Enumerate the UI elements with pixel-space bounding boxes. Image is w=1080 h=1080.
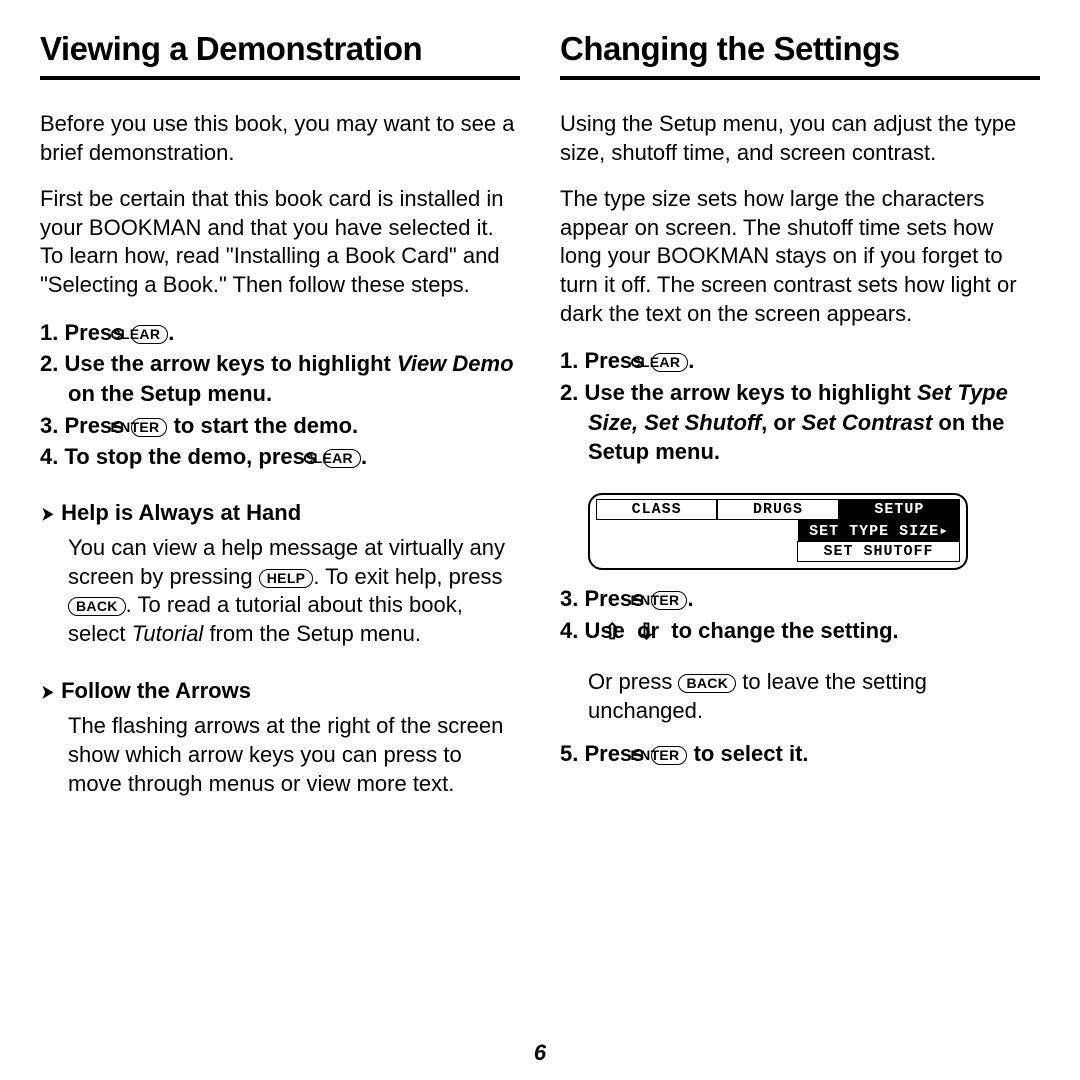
tip-em: Tutorial [132,621,204,646]
right-steps-cont: 3. Press ENTER. 4. Use ⇧ or ⇩ to change … [560,584,1040,648]
enter-key: ENTER [651,746,688,765]
right-step-4: 4. Use ⇧ or ⇩ to change the setting. [560,616,1040,647]
left-step-1: 1. Press CLEAR. [40,318,520,348]
right-step-3: 3. Press ENTER. [560,584,1040,614]
step-text: 2. Use the arrow keys to highlight [40,351,397,376]
lcd-cell: DRUGS [717,499,838,520]
left-step-2: 2. Use the arrow keys to highlight View … [40,349,520,408]
step-text: . [361,444,367,469]
lcd-row: CLASS DRUGS SETUP [596,499,960,520]
lcd-cell-empty [697,541,798,562]
left-intro-2: First be certain that this book card is … [40,185,520,299]
lcd-row: SET TYPE SIZE▸ [596,520,960,541]
right-step-2: 2. Use the arrow keys to highlight Set T… [560,378,1040,467]
left-column: Viewing a Demonstration Before you use t… [40,30,520,1020]
step-em: View Demo [397,351,514,376]
clear-key: CLEAR [131,325,169,344]
step-text: to select it. [687,741,808,766]
right-step-4-sub: Or press BACK to leave the setting uncha… [560,668,1040,725]
lcd-cell-empty [596,541,697,562]
page-number: 6 [0,1040,1080,1066]
lcd-cell-empty [697,520,798,541]
step-em: Set Contrast [802,410,933,435]
lcd-cell-selected: SET TYPE SIZE▸ [798,520,960,541]
tip1-title: Help is Always at Hand [40,500,520,526]
clear-key: CLEAR [323,449,361,468]
step-text: 4. To stop the demo, press [40,444,323,469]
lcd-cell-empty [596,520,697,541]
right-intro-2: The type size sets how large the charact… [560,185,1040,328]
step-text: . [168,320,174,345]
lcd-screen: CLASS DRUGS SETUP SET TYPE SIZE▸ SET SHU… [588,493,968,570]
enter-key: ENTER [651,591,688,610]
step-text: , or [761,410,801,435]
clear-key: CLEAR [651,353,689,372]
step-text: to start the demo. [167,413,358,438]
lcd-cell: CLASS [596,499,717,520]
right-intro-1: Using the Setup menu, you can adjust the… [560,110,1040,167]
right-steps: 1. Press CLEAR. 2. Use the arrow keys to… [560,346,1040,469]
step-text: to change the setting. [665,618,898,643]
step-text: on the Setup menu. [68,381,272,406]
help-key: HELP [259,569,314,588]
step-text: . [688,348,694,373]
divider [40,76,520,80]
back-key: BACK [68,597,126,616]
right-step-1: 1. Press CLEAR. [560,346,1040,376]
tip2-body: The flashing arrows at the right of the … [40,712,520,798]
tip1-body: You can view a help message at virtually… [40,534,520,648]
left-step-4: 4. To stop the demo, press CLEAR. [40,442,520,472]
back-key: BACK [678,674,736,693]
divider [560,76,1040,80]
right-title: Changing the Settings [560,30,1040,68]
step-text: . [687,586,693,611]
lcd-cell: SET SHUTOFF [797,541,960,562]
step-text: Or press [588,669,678,694]
tip-text: from the Setup menu. [203,621,421,646]
tip2-title: Follow the Arrows [40,678,520,704]
tip-text: . To exit help, press [313,564,502,589]
right-column: Changing the Settings Using the Setup me… [560,30,1040,1020]
right-step-5: 5. Press ENTER to select it. [560,739,1040,769]
right-steps-cont2: 5. Press ENTER to select it. [560,739,1040,771]
left-steps: 1. Press CLEAR. 2. Use the arrow keys to… [40,318,520,474]
step-text: 2. Use the arrow keys to highlight [560,380,917,405]
lcd-row: SET SHUTOFF [596,541,960,562]
left-intro-1: Before you use this book, you may want t… [40,110,520,167]
left-step-3: 3. Press ENTER to start the demo. [40,411,520,441]
enter-key: ENTER [131,418,168,437]
lcd-cell-selected: SETUP [839,499,960,520]
left-title: Viewing a Demonstration [40,30,520,68]
